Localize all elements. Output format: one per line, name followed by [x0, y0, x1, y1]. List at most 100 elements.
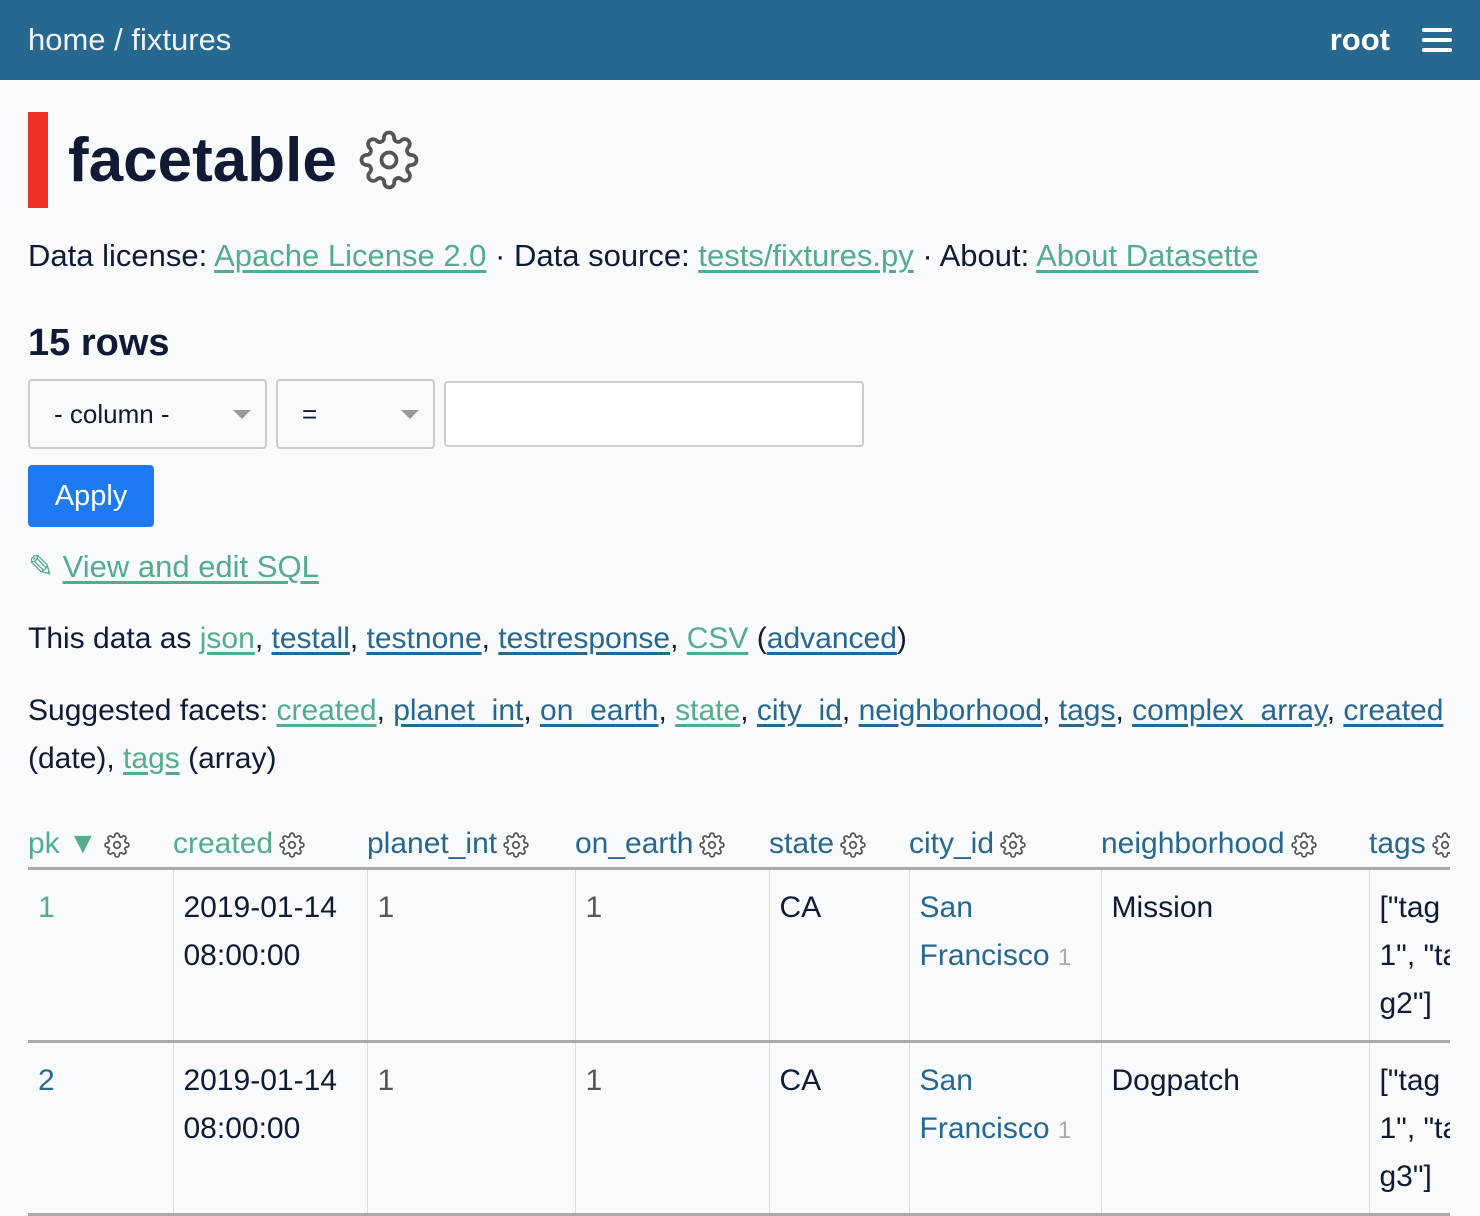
suggested-facets: Suggested facets: created, planet_int, o…: [28, 694, 1444, 775]
cell-neighborhood: Mission: [1100, 868, 1369, 1043]
pencil-icon: ✎: [28, 549, 54, 584]
chevron-down-icon: [233, 409, 251, 419]
row-link[interactable]: 1: [38, 891, 55, 924]
gear-icon[interactable]: [359, 130, 419, 190]
user-name: root: [1329, 22, 1390, 57]
cell-planet-int: 1: [366, 868, 575, 1043]
facet-tags[interactable]: tags: [1058, 694, 1116, 727]
filter-row: - column - =: [28, 379, 1452, 449]
facet-neighborhood[interactable]: neighborhood: [858, 694, 1043, 727]
facet-type: (array): [179, 742, 277, 775]
row-count: 15 rows: [28, 322, 170, 364]
hamburger-icon[interactable]: [1422, 28, 1452, 52]
column-header-tags: tags: [1369, 817, 1450, 870]
column-header-created: created: [173, 817, 367, 870]
sort-link[interactable]: pk: [28, 827, 60, 860]
apply-button[interactable]: Apply: [28, 465, 154, 527]
row-link[interactable]: 2: [38, 1064, 55, 1097]
view-edit-sql-link[interactable]: View and edit SQL: [62, 549, 319, 584]
rows-table: pk ▼ created planet_int on_earth state city_i…: [28, 817, 1450, 1216]
sort-link[interactable]: created: [173, 827, 274, 860]
city-link[interactable]: San Francisco: [919, 891, 1050, 972]
about-label: About:: [939, 238, 1037, 273]
cell-city-id: San Francisco 1: [908, 868, 1101, 1043]
facet-tags-array[interactable]: tags: [123, 742, 180, 775]
metadata: Data license: Apache License 2.0 · Data …: [28, 238, 1452, 274]
column-header-planet-int: planet_int: [367, 817, 575, 870]
column-header-city-id: city_id: [909, 817, 1101, 870]
column-header-pk: pk ▼: [28, 817, 173, 870]
cell-city-id: San Francisco 1: [908, 1041, 1101, 1216]
column-select[interactable]: - column -: [28, 379, 267, 449]
breadcrumb-database[interactable]: fixtures: [131, 22, 232, 57]
export-testall[interactable]: testall: [271, 622, 350, 655]
chevron-down-icon: [401, 409, 419, 419]
facet-planet-int[interactable]: planet_int: [393, 694, 524, 727]
column-header-state: state: [769, 817, 909, 870]
facet-type: (date): [28, 742, 107, 775]
license-label: Data license:: [28, 238, 215, 273]
operator-select[interactable]: =: [276, 379, 435, 449]
gear-icon[interactable]: [1290, 832, 1317, 858]
export-testresponse[interactable]: testresponse: [498, 622, 671, 655]
export-advanced[interactable]: advanced: [766, 622, 897, 655]
export-json[interactable]: json: [199, 622, 255, 655]
facet-complex-array[interactable]: complex_array: [1132, 694, 1327, 727]
cell-on-earth: 1: [574, 1041, 769, 1216]
top-nav: home / fixtures root: [0, 0, 1480, 80]
cell-pk: 2: [28, 1041, 173, 1216]
sort-link[interactable]: tags: [1369, 827, 1426, 860]
operator-select-value: =: [302, 398, 318, 429]
cell-created: 2019-01-14 08:00:00: [172, 868, 367, 1043]
sort-link[interactable]: city_id: [909, 827, 995, 860]
city-id-value: 1: [1057, 1117, 1072, 1144]
facet-created[interactable]: created: [276, 694, 377, 727]
gear-icon[interactable]: [103, 832, 130, 858]
filter-value-input[interactable]: [444, 381, 864, 447]
breadcrumb-separator: /: [105, 22, 132, 57]
cell-neighborhood: Dogpatch: [1100, 1041, 1369, 1216]
facet-created-date[interactable]: created: [1343, 694, 1444, 727]
separator: ·: [486, 238, 514, 273]
breadcrumb-home[interactable]: home: [28, 22, 106, 57]
gear-icon[interactable]: [1431, 832, 1450, 858]
facets-label: Suggested facets:: [28, 694, 277, 727]
gear-icon[interactable]: [279, 832, 305, 858]
cell-pk: 1: [28, 868, 173, 1043]
export-testnone[interactable]: testnone: [366, 622, 482, 655]
gear-icon[interactable]: [1000, 832, 1026, 858]
sort-desc-icon: ▼: [68, 827, 98, 860]
facet-on-earth[interactable]: on_earth: [540, 694, 659, 727]
sort-link[interactable]: neighborhood: [1101, 827, 1285, 860]
cell-tags: ["tag1", "tag2"]: [1368, 868, 1450, 1043]
sort-link[interactable]: on_earth: [575, 827, 694, 860]
page-title: facetable: [68, 125, 337, 195]
about-link[interactable]: About Datasette: [1036, 238, 1259, 273]
facet-city-id[interactable]: city_id: [756, 694, 842, 727]
gear-icon[interactable]: [840, 832, 866, 858]
column-header-on-earth: on_earth: [575, 817, 769, 870]
source-link[interactable]: tests/fixtures.py: [698, 238, 914, 273]
sql-link-row: ✎ View and edit SQL: [28, 549, 1452, 585]
export-label: This data as: [28, 622, 200, 655]
table-wrapper[interactable]: pk ▼ created planet_int on_earth state city_i…: [28, 783, 1450, 1216]
gear-icon[interactable]: [503, 832, 529, 858]
cell-created: 2019-01-14 08:00:00: [172, 1041, 367, 1216]
city-id-value: 1: [1057, 944, 1072, 971]
breadcrumb: home / fixtures: [28, 22, 231, 58]
separator: ·: [913, 238, 940, 273]
facet-state[interactable]: state: [675, 694, 741, 727]
cell-on-earth: 1: [574, 868, 769, 1043]
export-csv[interactable]: CSV: [686, 622, 749, 655]
gear-icon[interactable]: [699, 832, 726, 858]
license-link[interactable]: Apache License 2.0: [214, 238, 487, 273]
cell-planet-int: 1: [366, 1041, 575, 1216]
column-header-neighborhood: neighborhood: [1101, 817, 1369, 870]
cell-tags: ["tag1", "tag3"]: [1368, 1041, 1450, 1216]
sort-link[interactable]: planet_int: [367, 827, 498, 860]
city-link[interactable]: San Francisco: [919, 1064, 1050, 1145]
sort-link[interactable]: state: [769, 827, 835, 860]
page-title-block: facetable: [28, 112, 1452, 208]
source-label: Data source:: [513, 238, 699, 273]
